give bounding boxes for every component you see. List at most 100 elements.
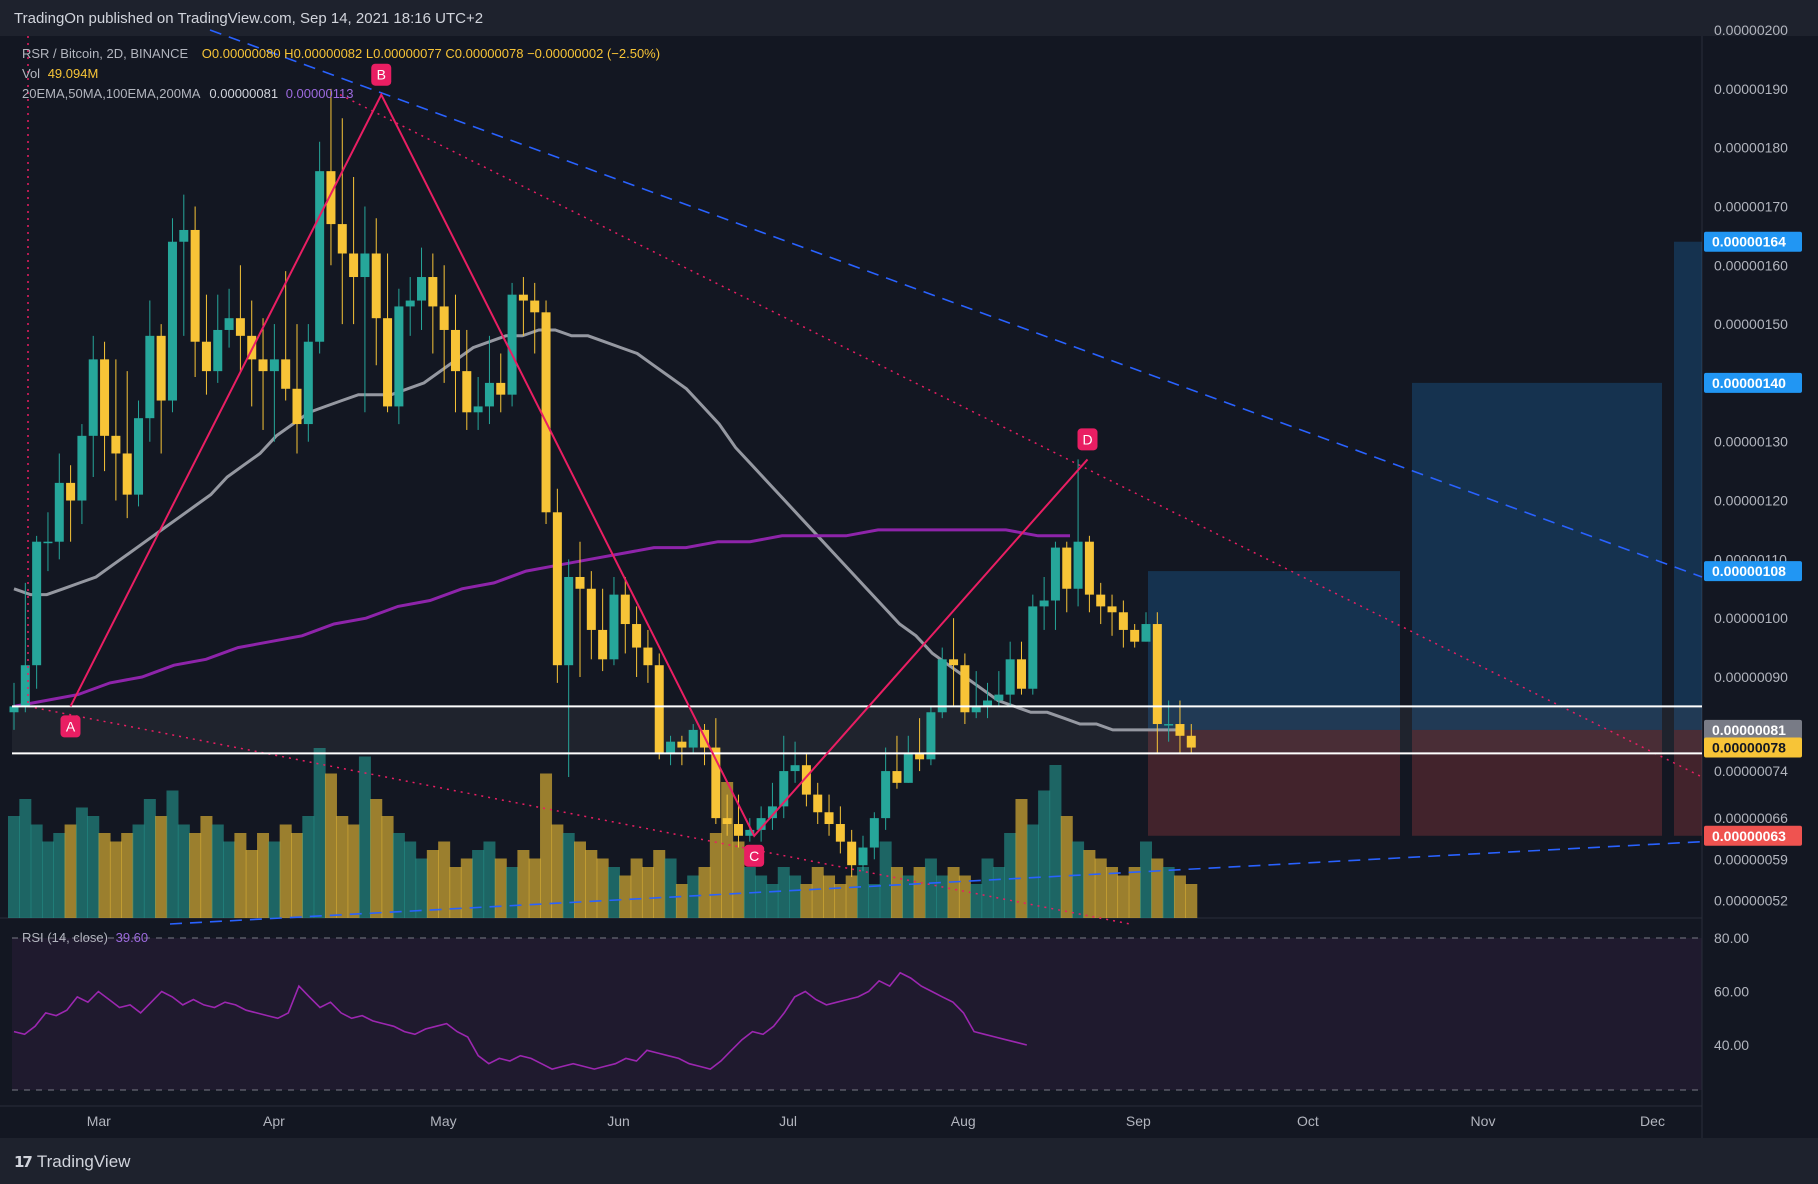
rsi-band [12,938,1702,1090]
volume-bar [653,850,666,918]
volume-bar [574,841,586,918]
candle-body [122,453,132,495]
pattern-point-marker [60,715,81,738]
volume-bar [868,884,881,918]
price-tick-label: 0.00000059 [1714,851,1788,867]
volume-bar [551,824,564,918]
volume-bar [766,884,779,918]
price-badge [1704,231,1802,252]
candle-body [915,753,925,760]
volume-bar [166,790,179,918]
volume-bar [721,782,734,918]
candle-body [937,659,947,713]
candle-body [983,700,993,707]
candle-body [575,576,585,589]
abcd-pattern-line [69,92,1089,838]
volume-bar [698,867,711,918]
volume-bar [641,867,654,918]
candle-body [269,359,279,372]
legend-row-volume: Vol 49.094M [22,66,98,81]
upper-trendline [209,29,1703,578]
price-tick-label: 0.00000160 [1714,257,1788,273]
volume-bar [98,833,111,918]
candle-body [405,300,415,307]
price-tick-label: 0.00000190 [1714,81,1788,97]
stop-zone-2 [1412,729,1662,836]
candle-body [32,541,42,666]
candle-body [145,335,155,419]
volume-bar [1106,867,1119,918]
volume-label[interactable]: Vol [22,66,41,81]
candle-body [88,359,98,436]
candle-body [1096,594,1106,607]
target-zone-2 [1412,382,1662,730]
candle-body [598,629,608,660]
ma-purple-line [13,528,1070,708]
time-tick-label: Dec [1640,1113,1665,1129]
volume-bar [392,833,405,918]
candle-body [1186,735,1196,748]
candle-body [971,706,981,713]
pattern-point-label: D [1082,431,1092,447]
symbol-label[interactable]: RSR / Bitcoin, 2D, BINANCE [22,46,189,61]
pattern-point-marker [371,63,392,86]
candle-body [1164,724,1174,726]
price-badge-label: 0.00000108 [1712,563,1786,579]
volume-bar [947,867,960,918]
volume-bar [200,816,213,918]
candle-body [518,294,528,301]
ma-value-2: 0.00000113 [285,86,354,101]
tradingview-logo[interactable]: 17 TradingView [14,1152,130,1172]
volume-bar [121,833,134,918]
volume-bar [970,884,983,918]
candle-body [1073,541,1083,589]
volume-bar [811,867,824,918]
candle-body [620,594,630,625]
candle-body [224,318,234,330]
candle-body [111,435,121,454]
rsi-label[interactable]: RSI (14, close) [22,930,108,945]
volume-bar [438,841,451,918]
price-badge [1704,737,1802,758]
candle-body [541,312,551,513]
volume-bar [528,858,541,918]
volume-bar [1173,875,1186,918]
candle-body [1005,659,1015,695]
volume-bar [857,867,869,918]
volume-bar [1038,790,1051,918]
candle-body [892,771,902,783]
volume-bar [675,884,688,918]
pattern-point-label: C [749,848,759,864]
volume-bar [709,833,722,918]
candle-body [801,765,811,795]
volume-bar [800,884,813,918]
candle-body [450,329,460,372]
volume-bar [879,841,892,918]
candle-body [235,318,245,336]
price-badge [1704,719,1802,740]
target-zone-1 [1148,571,1400,730]
candle-body [315,171,325,342]
ma-label[interactable]: 20EMA,50MA,100EMA,200MA [22,86,200,101]
volume-bar [245,850,258,918]
volume-bar [789,875,802,918]
volume-bar [902,875,915,918]
time-tick-label: Sep [1126,1113,1151,1129]
time-tick-label: May [430,1113,456,1129]
candle-body [201,341,211,372]
volume-bar [506,867,519,918]
candle-body [20,665,30,707]
time-tick-label: Nov [1471,1113,1496,1129]
candle-body [733,824,743,836]
volume-bar [1072,841,1085,918]
pattern-point-marker [1077,428,1098,451]
candle-body [439,306,449,330]
pattern-point-label: B [377,67,386,83]
candle-body [813,794,823,813]
brand-name: TradingView [36,1152,131,1171]
time-tick-label: Mar [87,1113,111,1129]
volume-bar [143,799,156,918]
candle-body [77,435,87,501]
price-badge [1704,372,1802,393]
